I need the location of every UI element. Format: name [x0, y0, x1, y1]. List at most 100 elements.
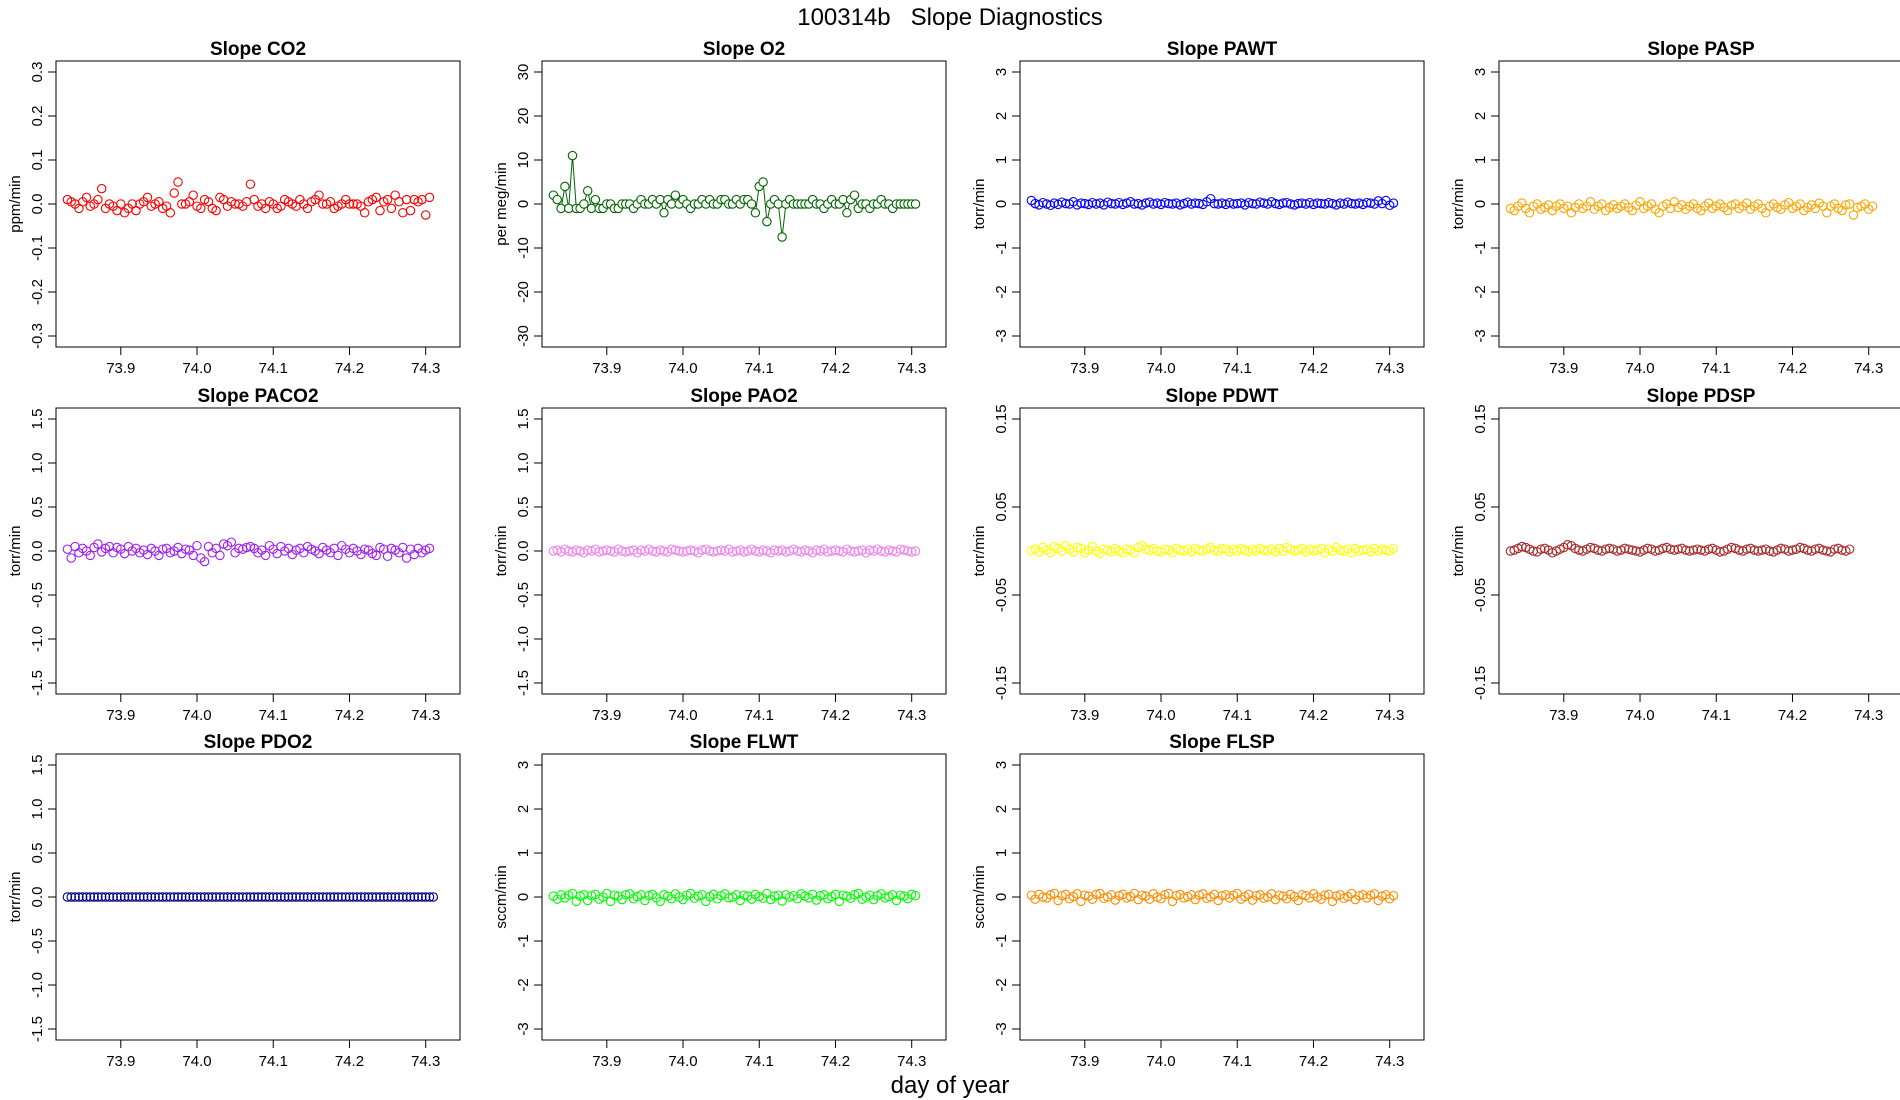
- panel-title: Slope PASP: [1647, 39, 1755, 60]
- data-point: [371, 892, 381, 902]
- data-point: [1764, 546, 1775, 556]
- data-point: [207, 892, 218, 902]
- data-point: [169, 188, 179, 198]
- y-tick-label: 0: [1472, 200, 1489, 208]
- y-tick-label: -0.05: [993, 578, 1010, 612]
- data-point: [245, 179, 256, 189]
- y-tick-label: -0.1: [29, 235, 46, 261]
- panel-title: Slope FLSP: [1169, 732, 1275, 753]
- data-point: [1301, 199, 1311, 209]
- x-tick-label: 74.0: [668, 360, 697, 377]
- x-tick-label: 74.3: [1854, 360, 1883, 377]
- data-point: [777, 232, 787, 242]
- y-tick-label: -2: [1472, 285, 1489, 298]
- data-point: [1247, 198, 1258, 209]
- data-point: [1228, 199, 1239, 209]
- data-point: [1110, 199, 1121, 209]
- data-point: [420, 210, 431, 220]
- data-point: [169, 892, 179, 902]
- data-point: [283, 892, 294, 902]
- data-point: [1133, 198, 1143, 209]
- panel-title: Slope PDO2: [204, 732, 313, 753]
- data-point: [1802, 545, 1813, 555]
- data-point: [196, 892, 206, 902]
- data-point: [1190, 198, 1201, 208]
- data-point: [226, 892, 237, 902]
- y-tick-label: 0: [993, 200, 1010, 208]
- data-point: [1167, 199, 1178, 209]
- data-point: [609, 890, 620, 900]
- y-tick-label: -3: [993, 329, 1010, 342]
- data-point: [192, 540, 202, 551]
- data-point: [1829, 544, 1840, 554]
- y-tick-label: 1.0: [29, 799, 46, 820]
- x-tick-label: 73.9: [592, 360, 621, 377]
- data-point: [279, 892, 290, 902]
- data-point: [272, 892, 282, 902]
- data-point: [89, 892, 99, 902]
- data-point: [424, 543, 435, 554]
- y-tick-label: -0.2: [29, 279, 46, 305]
- data-point: [1072, 889, 1082, 899]
- data-point: [379, 544, 389, 554]
- data-point: [177, 892, 187, 902]
- data-point: [154, 892, 164, 902]
- x-tick-label: 74.0: [1625, 360, 1654, 377]
- data-point: [157, 892, 168, 902]
- data-point: [586, 203, 597, 214]
- data-point: [739, 890, 749, 900]
- data-point: [257, 892, 267, 902]
- y-tick-label: 1: [1472, 156, 1489, 164]
- x-tick-label: 74.1: [259, 707, 288, 724]
- y-tick-label: 0.0: [29, 194, 46, 215]
- data-point: [318, 892, 328, 902]
- x-tick-label: 74.3: [411, 360, 440, 377]
- y-tick-label: 0.05: [1472, 492, 1489, 521]
- x-tick-label: 74.2: [335, 360, 364, 377]
- y-tick-label: -1.0: [29, 972, 46, 998]
- panel-title: Slope PAWT: [1167, 39, 1278, 60]
- x-tick-label: 73.9: [1070, 360, 1099, 377]
- panel-title: Slope O2: [703, 39, 785, 60]
- data-point: [150, 892, 160, 902]
- data-point: [1327, 198, 1338, 209]
- x-tick-label: 74.2: [1778, 360, 1807, 377]
- y-tick-label: -30: [515, 325, 532, 347]
- data-point: [1354, 198, 1364, 208]
- data-point: [66, 892, 76, 902]
- data-point: [1259, 198, 1269, 208]
- data-point: [712, 546, 723, 556]
- data-point: [428, 892, 439, 902]
- data-point: [826, 546, 837, 556]
- data-point: [230, 892, 240, 902]
- data-point: [62, 892, 73, 902]
- data-point: [116, 892, 126, 902]
- y-axis-label: torr/min: [971, 179, 988, 230]
- data-point: [674, 546, 684, 556]
- data-point: [375, 205, 385, 216]
- y-tick-label: 0: [515, 200, 532, 208]
- x-tick-label: 74.3: [1375, 1053, 1404, 1070]
- y-tick-label: 3: [515, 761, 532, 769]
- data-point: [1585, 197, 1596, 207]
- data-point: [1121, 893, 1132, 903]
- panel-title: Slope PDWT: [1166, 386, 1279, 407]
- data-point: [249, 892, 259, 902]
- x-tick-label: 74.1: [1702, 707, 1731, 724]
- data-point: [211, 892, 221, 902]
- data-point: [333, 892, 343, 902]
- data-point: [1148, 199, 1159, 209]
- data-point: [842, 208, 852, 218]
- data-point: [1209, 198, 1220, 209]
- data-point: [605, 896, 616, 907]
- y-axis-label: torr/min: [1450, 526, 1467, 577]
- x-tick-label: 74.1: [259, 1053, 288, 1070]
- data-point: [792, 546, 803, 556]
- y-tick-label: 0.0: [29, 887, 46, 908]
- data-point: [123, 892, 134, 902]
- data-point: [1631, 546, 1641, 556]
- data-point: [287, 892, 298, 902]
- data-point: [367, 892, 378, 902]
- x-tick-label: 73.9: [1070, 1053, 1099, 1070]
- data-point: [865, 545, 875, 555]
